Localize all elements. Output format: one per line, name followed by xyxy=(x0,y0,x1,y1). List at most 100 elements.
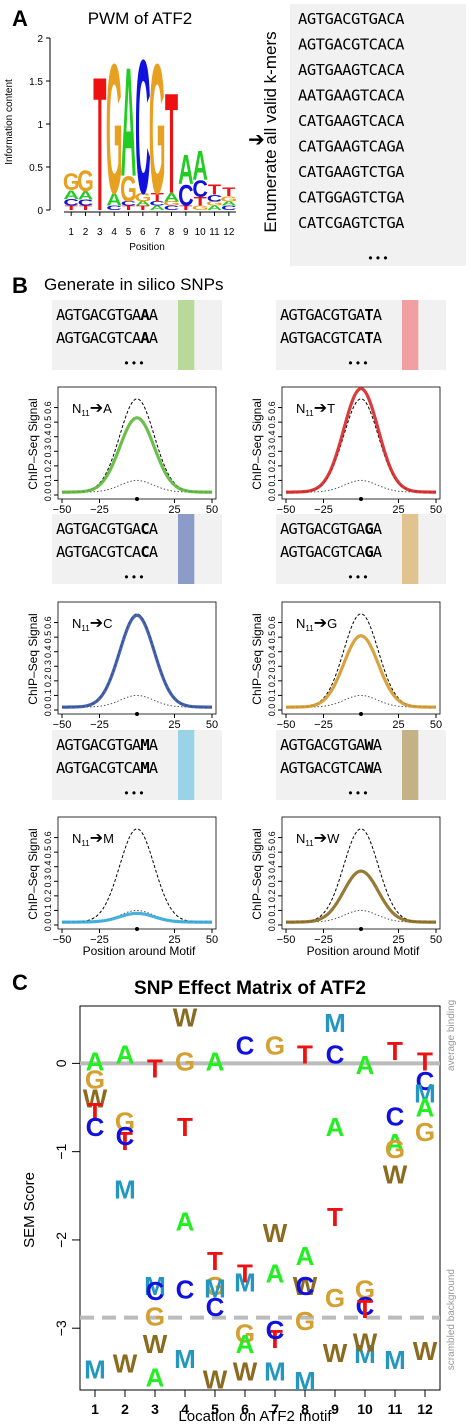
logo-y-tick-label: 1.5 xyxy=(29,77,43,88)
sem-point-C: C xyxy=(86,1112,105,1142)
logo-letter-A: A xyxy=(149,205,165,211)
sem-x-tick-label: 7 xyxy=(271,1401,279,1417)
sem-point-M: M xyxy=(354,1339,376,1369)
snp-signal-curve xyxy=(286,634,436,709)
sem-point-M: M xyxy=(294,1366,316,1396)
x-tick-label: 25 xyxy=(168,934,180,946)
snp-substitution-label: N11➔W xyxy=(296,830,340,848)
sem-x-tick-label: 9 xyxy=(331,1401,339,1417)
logo-letter-G: G xyxy=(77,164,94,198)
snp-ylabel: ChIP–Seq Signal xyxy=(250,828,264,919)
average-binding-label: average binding xyxy=(446,1000,457,1071)
logo-letter-G: G xyxy=(106,26,123,233)
y-tick-label: 0.3 xyxy=(267,660,277,673)
snp-subpanel-A: AGTGACGTGAAA AGTGACGTCAAA • • • 0.0 0.10.2 0.… xyxy=(26,300,222,528)
sem-point-T: T xyxy=(87,1097,103,1127)
y-tick-label: 0.6 xyxy=(267,831,277,844)
snp-ylabel: ChIP–Seq Signal xyxy=(26,398,40,489)
snp-seq-row: AGTGACGTCAAA xyxy=(56,329,159,347)
x-tick-label: 25 xyxy=(168,504,180,516)
sem-point-C: C xyxy=(206,1292,225,1322)
snp-highlight xyxy=(402,730,419,800)
y-tick-label: 0.3 xyxy=(267,445,277,458)
logo-x-tick-label: 2 xyxy=(83,227,89,238)
snp-substitution-label: N11➔M xyxy=(72,830,114,848)
logo-letter-G: G xyxy=(63,168,80,195)
logo-letter-T: T xyxy=(165,63,178,224)
logo-title: PWM of ATF2 xyxy=(88,9,193,28)
logo-x-tick-label: 1 xyxy=(68,227,74,238)
logo-letter-G: G xyxy=(163,201,180,207)
sem-point-W: W xyxy=(353,1327,378,1357)
y-tick-label: 0.1 xyxy=(43,904,53,917)
kmer-list: AGTGACGTGACA AGTGACGTCACA AGTGAAGTCACA AATG… xyxy=(298,10,406,232)
sem-point-A: A xyxy=(296,1241,315,1271)
logo-letter-A: A xyxy=(78,189,94,203)
x-tick-label: 25 xyxy=(392,504,404,516)
y-tick-label: 0.4 xyxy=(43,430,53,443)
logo-letter-A: A xyxy=(106,190,122,210)
snp-highlight xyxy=(402,300,419,370)
logo-y-tick-label: 2 xyxy=(37,34,43,45)
sem-point-W: W xyxy=(83,1084,108,1114)
snp-xlabel: Position around Motif xyxy=(307,944,420,958)
panel-a-label: A xyxy=(12,6,28,31)
motif-center-dot xyxy=(359,712,363,716)
logo-letter-A: A xyxy=(135,201,151,207)
sem-point-M: M xyxy=(264,1356,286,1386)
sem-y-tick-label: −3 xyxy=(53,1320,69,1336)
logo-letter-G: G xyxy=(149,26,166,233)
sem-point-M: M xyxy=(114,1175,136,1205)
seq-ellipsis: • • • xyxy=(124,570,143,584)
x-tick-label: 50 xyxy=(206,504,218,516)
sem-point-W: W xyxy=(203,1364,228,1394)
logo-letter-T: T xyxy=(208,181,221,197)
sem-y-tick-label: −1 xyxy=(53,1143,69,1159)
logo-y-tick-label: 0 xyxy=(37,206,43,217)
sem-point-W: W xyxy=(293,1271,318,1301)
logo-x-tick-label: 5 xyxy=(126,227,132,238)
snp-seq-row: AGTGACGTGAWA xyxy=(280,736,383,754)
x-tick-label: 50 xyxy=(206,934,218,946)
y-tick-label: 0.2 xyxy=(43,675,53,688)
sem-y-tick-label: 0 xyxy=(53,1059,69,1067)
sem-point-G: G xyxy=(325,1283,345,1313)
logo-letter-G: G xyxy=(220,195,237,203)
logo-letter-C: C xyxy=(63,197,79,208)
snp-seq-row: AGTGACGTGAMA xyxy=(56,736,159,754)
sem-point-M: M xyxy=(384,1345,406,1375)
x-tick-label: −50 xyxy=(53,934,72,946)
sem-point-A: A xyxy=(236,1329,255,1359)
kmer-row: AGTGACGTGACA xyxy=(298,10,405,28)
sem-point-T: T xyxy=(237,1258,253,1288)
logo-letter-G: G xyxy=(192,205,209,211)
kmer-row: CATCGAGTCTGA xyxy=(298,214,405,232)
sem-point-W: W xyxy=(263,1218,288,1248)
sem-title: SNP Effect Matrix of ATF2 xyxy=(134,978,366,999)
logo-letter-C: C xyxy=(178,178,194,212)
y-tick-label: 0.2 xyxy=(267,675,277,688)
x-tick-label: −50 xyxy=(277,934,296,946)
panel-c-label: C xyxy=(12,970,28,995)
y-tick-label: 0.4 xyxy=(43,645,53,658)
kmer-row: CATGAAGTCTGA xyxy=(298,163,405,181)
snp-subpanel-G: AGTGACGTGAGA AGTGACGTCAGA • • • 0.0 0.10.2 0.… xyxy=(250,514,446,743)
x-tick-label: −25 xyxy=(314,934,333,946)
snp-signal-curve xyxy=(62,613,212,709)
logo-y-tick-label: 1 xyxy=(37,120,43,131)
logo-x-tick-label: 12 xyxy=(223,227,235,238)
logo-letter-A: A xyxy=(63,188,79,202)
sem-point-W: W xyxy=(113,1349,138,1379)
snp-ylabel: ChIP–Seq Signal xyxy=(26,828,40,919)
snp-substitution-label: N11➔A xyxy=(72,400,112,418)
x-tick-label: 25 xyxy=(168,719,180,731)
sem-point-M: M xyxy=(84,1355,106,1385)
sem-ylabel: SEM Score xyxy=(21,1172,38,1248)
logo-x-tick-label: 11 xyxy=(209,227,220,238)
y-tick-label: 0.5 xyxy=(267,846,277,859)
kmer-row: AATGAAGTCACA xyxy=(298,87,405,105)
y-tick-label: 0.4 xyxy=(267,430,277,443)
panel-b: B Generate in silico SNPs AGTGACGTGAAAAG… xyxy=(12,273,446,958)
